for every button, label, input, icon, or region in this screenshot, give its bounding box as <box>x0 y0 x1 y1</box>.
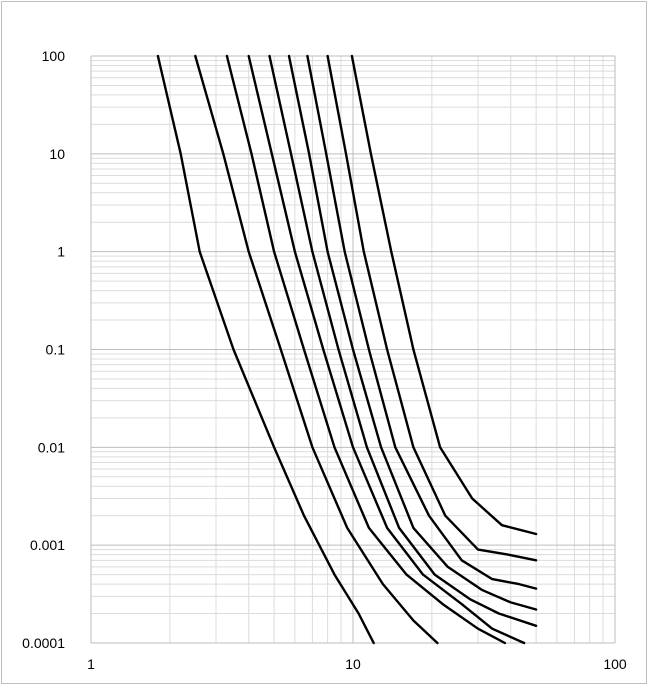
series-line-5 <box>268 54 538 627</box>
x-tick-labels: 1 10 100 <box>87 656 627 672</box>
series-line-9 <box>350 54 538 536</box>
series-line-7 <box>306 54 538 590</box>
x-tick-label: 10 <box>345 656 361 672</box>
y-tick-label: 10 <box>49 146 65 162</box>
y-tick-label: 0.1 <box>46 342 66 358</box>
x-tick-label: 100 <box>603 656 627 672</box>
series-line-8 <box>326 54 538 562</box>
y-tick-labels: 100 10 1 0.1 0.01 0.001 0.0001 <box>22 48 65 651</box>
y-tick-label: 0.01 <box>38 439 65 455</box>
series-lines <box>156 54 538 645</box>
series-line-4 <box>247 54 526 645</box>
series-line-2 <box>194 54 439 645</box>
y-tick-label: 1 <box>57 244 65 260</box>
series-line-6 <box>287 54 538 611</box>
y-tick-label: 0.0001 <box>22 635 65 651</box>
x-tick-label: 1 <box>87 656 95 672</box>
y-tick-label: 0.001 <box>30 537 65 553</box>
series-line-3 <box>225 54 507 645</box>
y-tick-label: 100 <box>42 48 66 64</box>
series-line-1 <box>156 54 375 645</box>
